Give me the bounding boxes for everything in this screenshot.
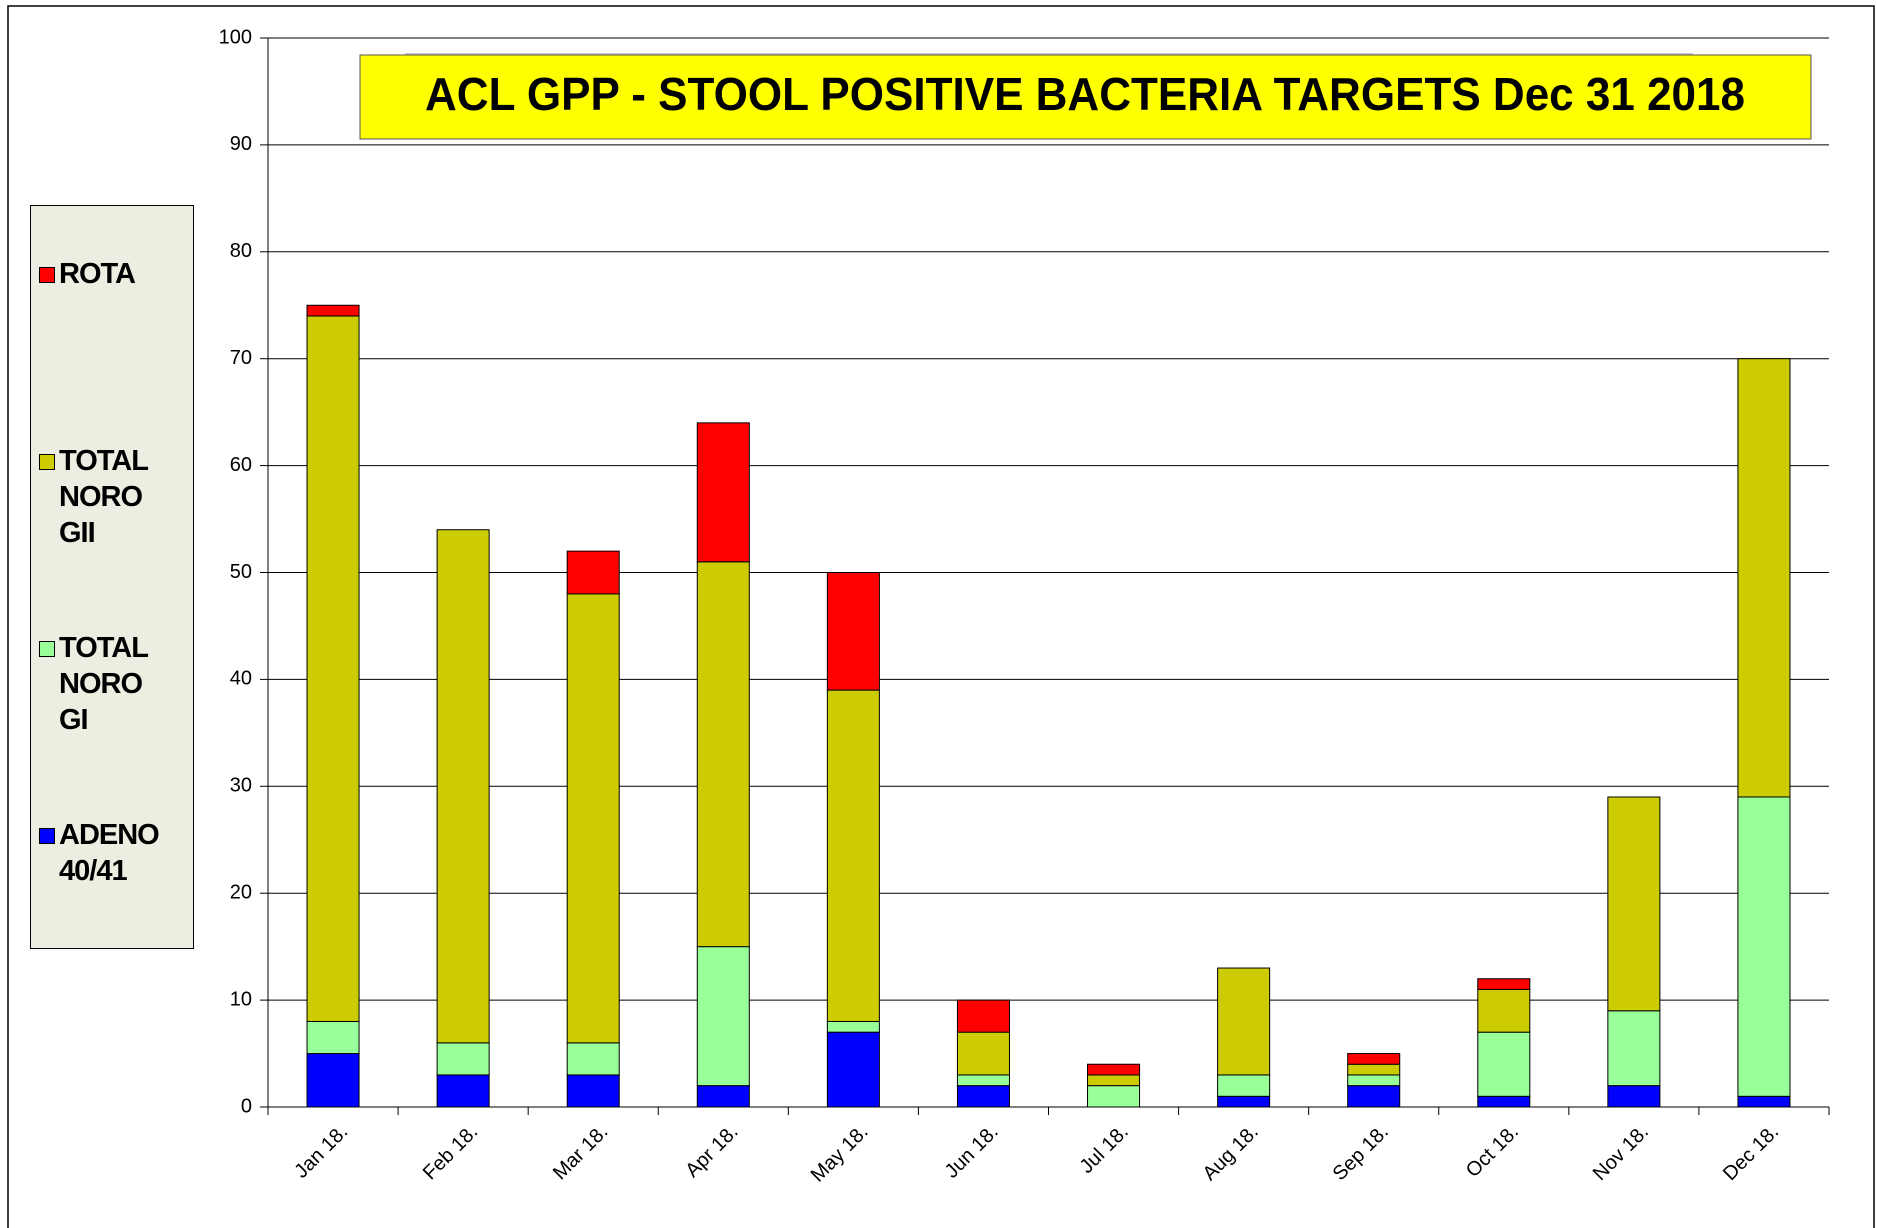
x-tick-label: Apr 18. <box>681 1121 742 1182</box>
y-tick-label: 60 <box>230 454 252 476</box>
legend-swatch <box>39 454 55 470</box>
bar-segment <box>566 550 620 595</box>
bar-segment <box>956 1085 1010 1108</box>
bar-segment <box>1217 967 1271 1076</box>
bar-segment <box>1607 796 1661 1012</box>
bar-segment <box>826 689 880 1022</box>
legend-item: TOTAL NORO GI <box>39 630 189 738</box>
legend-swatch <box>39 828 55 844</box>
legend-swatch <box>39 267 55 283</box>
x-tick-label: Nov 18. <box>1589 1121 1653 1185</box>
bar-segment <box>826 1020 880 1033</box>
bar-segment <box>306 315 360 1022</box>
bar-segment <box>436 529 490 1044</box>
bar-segment <box>956 1074 1010 1087</box>
y-tick-label: 90 <box>230 133 252 155</box>
bar-segment <box>436 1074 490 1108</box>
y-tick-label: 10 <box>230 988 252 1010</box>
bar-segment <box>1217 1074 1271 1097</box>
bar-segment <box>826 572 880 691</box>
bar-segment <box>1607 1010 1661 1087</box>
x-tick-label: Aug 18. <box>1199 1121 1263 1185</box>
bar-segment <box>696 561 750 948</box>
bar-segment <box>696 422 750 563</box>
x-tick-label: Mar 18. <box>549 1121 613 1185</box>
bar-segment <box>956 999 1010 1033</box>
x-tick-label: Sep 18. <box>1329 1121 1393 1185</box>
bar-segment <box>956 1031 1010 1076</box>
x-tick-label: Oct 18. <box>1462 1121 1523 1182</box>
x-tick-label: May 18. <box>807 1121 873 1187</box>
legend-label: ROTA <box>59 258 136 290</box>
y-tick-label: 40 <box>230 668 252 690</box>
legend-item: ROTA <box>39 256 189 292</box>
bar-segment <box>1217 1095 1271 1108</box>
x-tick-label: Feb 18. <box>419 1121 483 1185</box>
bar-segment <box>566 1042 620 1076</box>
bar-segment <box>566 1074 620 1108</box>
y-tick-label: 50 <box>230 561 252 583</box>
title-box <box>359 54 1812 140</box>
bar-segment <box>306 304 360 317</box>
bar-segment <box>696 946 750 1087</box>
x-tick-label: Jun 18. <box>941 1121 1003 1183</box>
bar-segment <box>1347 1074 1401 1087</box>
bar-segment <box>436 1042 490 1076</box>
legend-label: TOTAL NORO GI <box>59 632 148 736</box>
y-tick-label: 0 <box>241 1095 252 1117</box>
legend-item: ADENO 40/41 <box>39 817 189 889</box>
bar-segment <box>1477 988 1531 1033</box>
bar-segment <box>1737 796 1791 1097</box>
bar-segment <box>1347 1063 1401 1076</box>
bar-segment <box>566 593 620 1044</box>
bar-segment <box>1477 1031 1531 1097</box>
bar-segment <box>1607 1085 1661 1108</box>
legend: ROTA TOTAL NORO GII TOTAL NORO GI ADENO 40/… <box>30 205 194 949</box>
bar-segment <box>1737 1095 1791 1108</box>
bar-segment <box>1087 1085 1141 1108</box>
bar-segment <box>306 1020 360 1055</box>
bar-segment <box>1347 1085 1401 1108</box>
legend-label: TOTAL NORO GII <box>59 445 148 549</box>
chart-border <box>7 5 1875 1228</box>
bar-segment <box>1737 358 1791 798</box>
bar-segment <box>696 1085 750 1108</box>
bar-segment <box>306 1053 360 1108</box>
legend-swatch <box>39 641 55 657</box>
bar-segment <box>1477 978 1531 990</box>
x-tick-label: Dec 18. <box>1719 1121 1783 1185</box>
y-tick-label: 70 <box>230 347 252 369</box>
legend-label: ADENO 40/41 <box>59 819 160 887</box>
y-tick-label: 20 <box>230 881 252 903</box>
y-tick-label: 100 <box>219 26 252 48</box>
bar-segment <box>826 1031 880 1108</box>
bar-segment <box>1087 1074 1141 1087</box>
bar-segment <box>1347 1053 1401 1065</box>
bar-segment <box>1087 1063 1141 1076</box>
x-tick-label: Jan 18. <box>290 1121 352 1183</box>
legend-item: TOTAL NORO GII <box>39 443 189 551</box>
x-tick-label: Jul 18. <box>1076 1121 1133 1178</box>
y-tick-label: 80 <box>230 240 252 262</box>
y-tick-label: 30 <box>230 775 252 797</box>
chart-title: ACL GPP - STOOL POSITIVE BACTERIA TARGET… <box>425 68 1745 120</box>
bar-segment <box>1477 1095 1531 1108</box>
